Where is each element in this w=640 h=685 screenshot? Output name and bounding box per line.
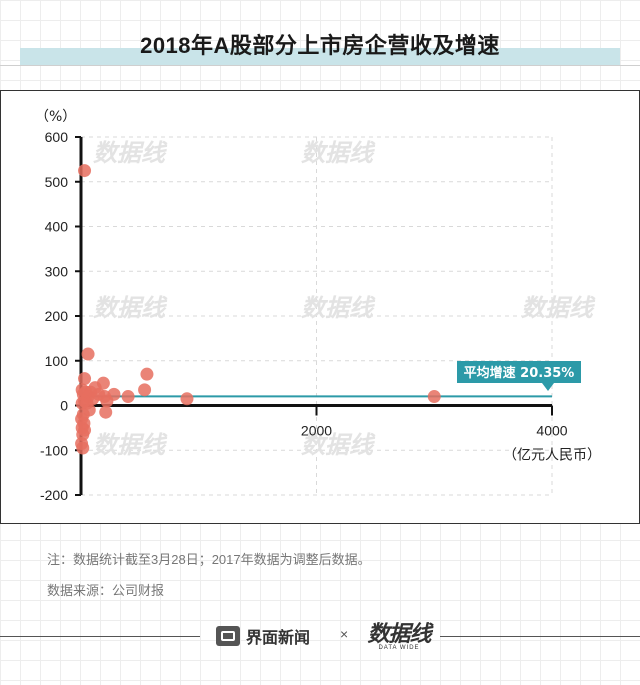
watermark: 数据线 (93, 431, 168, 459)
watermark: 数据线 (521, 294, 596, 322)
average-label: 平均增速 20.35% (464, 365, 575, 381)
times-symbol: × (340, 626, 349, 642)
partner-name: 数据线 (367, 621, 431, 646)
data-points (75, 164, 441, 455)
average-label-box (457, 361, 581, 383)
data-point (99, 405, 113, 419)
footer-rule-left (0, 636, 200, 637)
y-tick-label: 400 (45, 219, 69, 235)
data-point (138, 383, 152, 397)
watermark: 数据线 (93, 139, 168, 167)
source-note: 数据来源：公司财报 (47, 583, 165, 598)
average-label-pointer (542, 383, 554, 391)
partner-subtitle: DATA WIDE (378, 645, 420, 651)
y-tick-label: 200 (45, 308, 69, 324)
axis-labels: 600 500 400 300 200 100 0 -100 -200 2000 4000 （%） （亿… (35, 109, 601, 503)
title-highlight (20, 48, 620, 65)
data-point (121, 390, 135, 404)
data-point (180, 392, 194, 406)
data-point (76, 441, 90, 455)
y-tick-label: 100 (45, 353, 69, 369)
data-point (78, 164, 92, 178)
footer-rule-right (440, 636, 640, 637)
brand-name: 界面新闻 (246, 630, 311, 647)
partner-logo: 数据线 DATA WIDE (366, 616, 432, 651)
watermark: 数据线 (301, 294, 376, 322)
y-tick-label: 500 (45, 174, 69, 190)
data-point (100, 394, 114, 408)
chart-panel: 数据线 数据线 数据线 数据线 数据线 数据线 数据线 平均增速 20.35% 600 500… (0, 90, 640, 524)
watermark: 数据线 (93, 294, 168, 322)
brand-logo: 界面新闻 (216, 624, 310, 648)
data-point (78, 372, 92, 386)
y-tick-label: 300 (45, 263, 69, 279)
y-axis-label: （%） (35, 109, 76, 125)
grid (81, 136, 553, 496)
data-point (81, 347, 95, 361)
y-tick-label: 600 (45, 129, 69, 145)
chart-title: 2018年A股部分上市房企营收及增速 (140, 33, 500, 58)
brand-icon (216, 626, 240, 646)
x-axis-label: （亿元人民币） (503, 448, 601, 464)
title-rule (0, 65, 640, 66)
x-tick-label: 2000 (301, 423, 332, 439)
data-point (140, 367, 154, 381)
data-point (427, 390, 441, 404)
footnote: 注：数据统计截至3月28日；2017年数据为调整后数据。 (47, 552, 371, 567)
watermark: 数据线 (301, 139, 376, 167)
y-tick-label: -200 (40, 487, 68, 503)
watermark: 数据线 (301, 431, 376, 459)
x-tick-label: 4000 (536, 423, 567, 439)
y-tick-label: -100 (40, 442, 68, 458)
y-tick-label: 0 (60, 398, 68, 414)
average-line-group: 平均增速 20.35% (81, 361, 581, 398)
